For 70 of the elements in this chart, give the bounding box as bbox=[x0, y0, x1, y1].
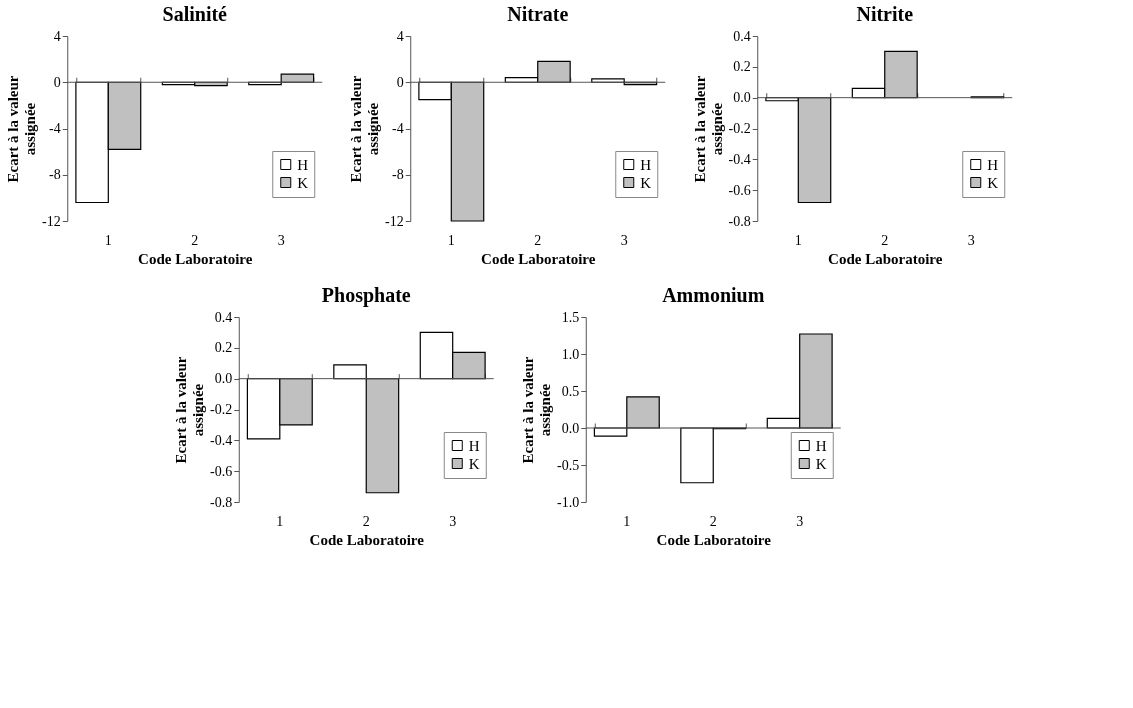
x-tick-label: 2 bbox=[362, 513, 370, 529]
y-tick-label: 0.0 bbox=[214, 371, 233, 387]
chart-title: Ammonium bbox=[662, 284, 765, 306]
chart-title: Phosphate bbox=[321, 284, 411, 307]
chart-title: Nitrate bbox=[507, 3, 569, 25]
y-tick-label: -8 bbox=[392, 167, 404, 183]
y-tick-label: 0 bbox=[53, 74, 61, 90]
y-tick-label: -0.4 bbox=[728, 151, 751, 167]
legend-label: K bbox=[815, 455, 827, 472]
legend-label: K bbox=[297, 174, 309, 191]
y-tick-label: -0.8 bbox=[210, 494, 233, 510]
y-axis-title: Ecart à la valeur assignée bbox=[173, 356, 207, 464]
y-axis-title: Ecart à la valeur assignée bbox=[348, 75, 382, 183]
y-tick-label: -12 bbox=[42, 213, 61, 229]
chart-title: Salinité bbox=[162, 3, 228, 25]
x-tick-label: 2 bbox=[191, 232, 199, 248]
x-tick-label: 1 bbox=[276, 513, 284, 529]
y-tick-label: 4 bbox=[53, 28, 61, 44]
x-axis-title: Code Laboratoire bbox=[481, 250, 596, 267]
x-tick-label: 1 bbox=[104, 232, 112, 248]
y-tick-label: 0.0 bbox=[733, 90, 751, 106]
x-tick-label: 3 bbox=[277, 232, 285, 248]
x-axis-title: Code Laboratoire bbox=[309, 531, 425, 548]
y-tick-label: 0 bbox=[396, 74, 404, 90]
y-tick-label: 0.5 bbox=[561, 383, 580, 399]
x-tick-label: 1 bbox=[447, 232, 455, 248]
y-tick-label: 1.0 bbox=[561, 346, 580, 362]
legend-label: H bbox=[468, 437, 480, 454]
legend-label: H bbox=[640, 156, 652, 173]
x-tick-label: 3 bbox=[620, 232, 628, 248]
x-tick-label: 1 bbox=[794, 232, 802, 248]
legend-label: K bbox=[987, 174, 999, 191]
x-tick-label: 3 bbox=[449, 513, 457, 529]
legend-label: H bbox=[987, 156, 999, 173]
y-tick-label: -0.2 bbox=[728, 121, 751, 136]
legend-label: K bbox=[468, 455, 480, 472]
y-tick-label: -8 bbox=[49, 167, 61, 183]
x-tick-label: 3 bbox=[796, 513, 804, 529]
x-axis-title: Code Laboratoire bbox=[828, 250, 943, 267]
y-tick-label: 0.2 bbox=[214, 340, 233, 356]
y-tick-label: 0.2 bbox=[733, 59, 751, 75]
y-tick-label: -0.4 bbox=[210, 432, 233, 448]
y-tick-label: 1.5 bbox=[561, 309, 580, 325]
x-tick-label: 3 bbox=[967, 232, 975, 248]
y-tick-label: -0.6 bbox=[728, 182, 751, 198]
x-tick-label: 2 bbox=[881, 232, 889, 248]
y-axis-title: Ecart à la valeur assignée bbox=[691, 75, 725, 183]
x-axis-title: Code Laboratoire bbox=[138, 250, 253, 267]
y-tick-label: 0.4 bbox=[214, 309, 233, 325]
x-tick-label: 2 bbox=[709, 513, 717, 529]
y-axis-title: Ecart à la valeur assignée bbox=[5, 75, 39, 183]
y-tick-label: -4 bbox=[49, 121, 61, 136]
legend-label: H bbox=[815, 437, 827, 454]
y-tick-label: -4 bbox=[392, 121, 404, 136]
y-tick-label: -0.8 bbox=[728, 213, 751, 229]
y-tick-label: -12 bbox=[385, 213, 404, 229]
y-tick-label: 0.0 bbox=[561, 420, 580, 436]
y-tick-label: -0.5 bbox=[557, 457, 580, 473]
y-axis-title: Ecart à la valeur assignée bbox=[520, 356, 554, 464]
y-tick-label: 4 bbox=[396, 28, 404, 44]
y-tick-label: -0.6 bbox=[210, 463, 233, 479]
x-tick-label: 2 bbox=[534, 232, 542, 248]
y-tick-label: -1.0 bbox=[557, 494, 580, 510]
legend-label: H bbox=[297, 156, 309, 173]
legend-label: K bbox=[640, 174, 652, 191]
y-tick-label: -0.2 bbox=[210, 402, 233, 417]
x-tick-label: 1 bbox=[623, 513, 631, 529]
chart-title: Nitrite bbox=[856, 3, 914, 25]
x-axis-title: Code Laboratoire bbox=[656, 531, 772, 548]
y-tick-label: 0.4 bbox=[733, 28, 751, 44]
